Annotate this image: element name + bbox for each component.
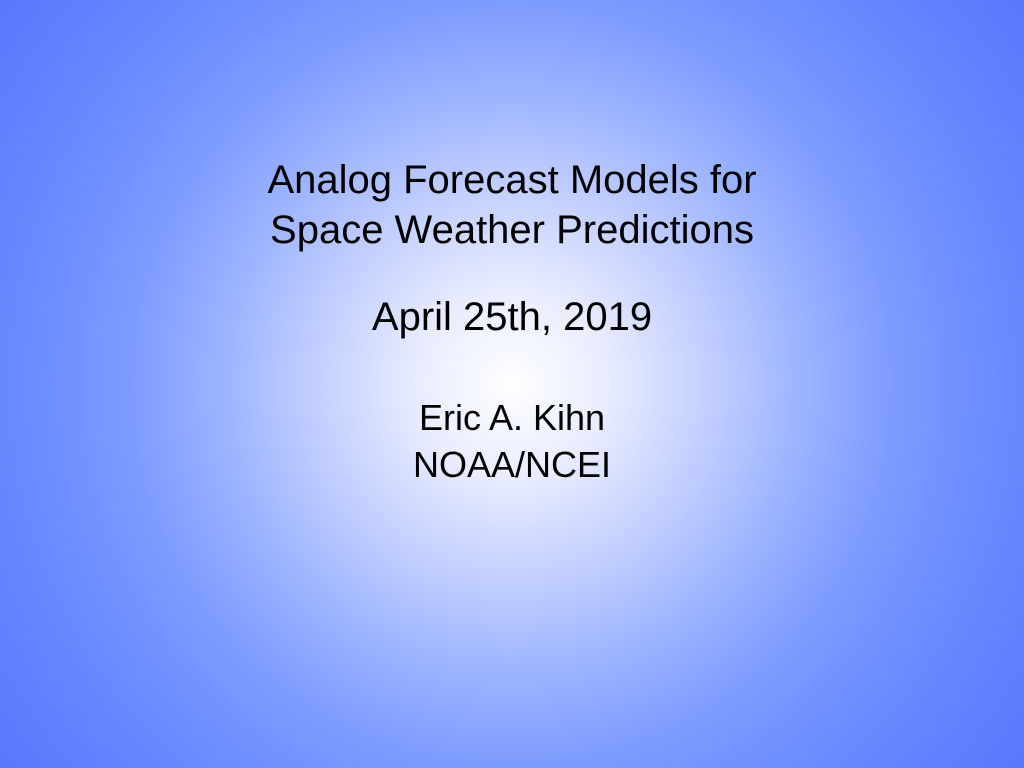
slide-author: Eric A. Kihn: [419, 395, 605, 442]
slide-date: April 25th, 2019: [372, 295, 652, 340]
slide-affiliation: NOAA/NCEI: [413, 442, 611, 489]
title-line-2: Space Weather Predictions: [270, 208, 754, 252]
title-line-1: Analog Forecast Models for: [267, 158, 756, 202]
presentation-slide: Analog Forecast Models for Space Weather…: [0, 0, 1024, 768]
slide-title: Analog Forecast Models for Space Weather…: [267, 155, 756, 255]
